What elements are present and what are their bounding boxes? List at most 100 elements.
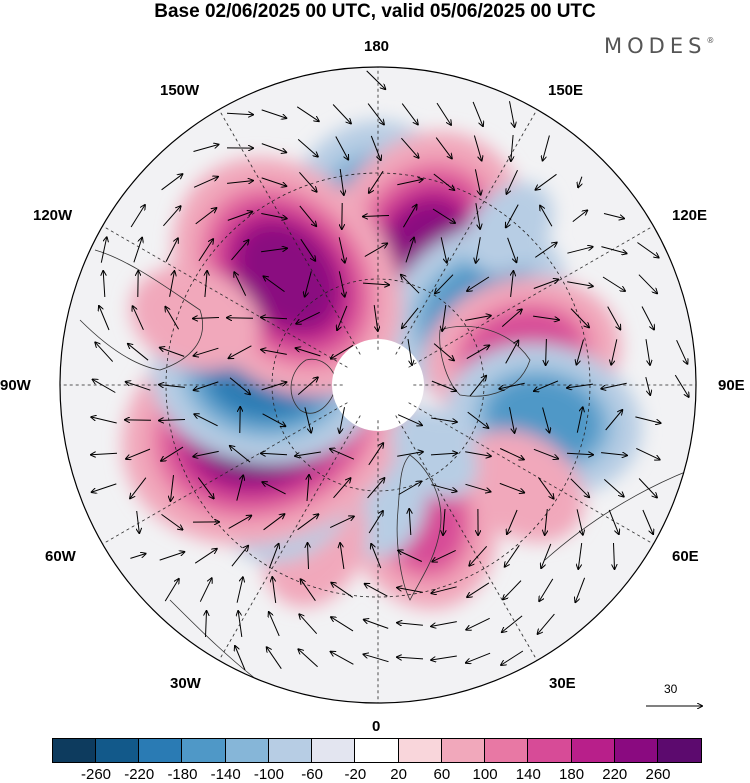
wind-arrow <box>133 238 142 263</box>
wind-arrow <box>238 611 243 637</box>
wind-arrow <box>433 343 454 361</box>
wind-arrow <box>603 479 623 496</box>
wind-arrow <box>304 407 311 432</box>
wind-arrow <box>299 171 316 191</box>
lon-label-90w: 90W <box>0 377 31 394</box>
wind-arrow <box>507 237 517 262</box>
wind-arrow <box>235 646 246 671</box>
wind-arrow <box>507 509 518 534</box>
wind-arrow <box>340 543 345 569</box>
wind-arrow <box>130 477 147 499</box>
registered-mark: ® <box>706 36 715 45</box>
wind-arrow <box>539 578 554 601</box>
wind-arrow <box>602 276 625 291</box>
wind-arrow <box>331 344 354 358</box>
wind-arrow <box>261 382 287 391</box>
meridian-line <box>395 109 538 355</box>
wind-arrow <box>543 135 550 161</box>
colorbar-swatch <box>312 738 356 762</box>
wind-arrow <box>194 381 219 390</box>
wind-arrow <box>194 549 217 564</box>
wind-arrow <box>540 206 553 227</box>
lon-label-120e: 120E <box>672 207 708 224</box>
wind-arrow <box>509 101 515 127</box>
wind-arrow <box>130 554 145 559</box>
wind-arrow <box>261 248 287 253</box>
wind-arrow <box>505 341 519 364</box>
brand-text: MODES <box>604 34 707 58</box>
wind-arrow <box>608 509 619 534</box>
wind-arrow <box>533 280 558 289</box>
wind-arrow <box>298 649 318 668</box>
lon-label-60e: 60E <box>672 548 699 565</box>
lon-label-0: 0 <box>372 718 381 735</box>
wind-arrow <box>409 509 411 536</box>
wind-arrow <box>545 509 548 535</box>
meridian-line <box>218 415 361 661</box>
colorbar-swatch <box>225 738 269 762</box>
wind-arrow <box>262 482 286 495</box>
wind-arrow <box>229 377 250 395</box>
wind-arrow <box>467 582 490 597</box>
wind-arrow <box>443 508 445 535</box>
wind-arrow <box>505 545 520 566</box>
colorbar-swatch <box>614 738 658 762</box>
wind-arrow <box>261 143 286 153</box>
colorbar-swatch <box>441 738 486 762</box>
colorbar-swatch <box>398 738 442 762</box>
wind-arrow <box>171 475 174 501</box>
wind-arrow <box>367 103 384 125</box>
colorbar-swatch <box>96 738 140 762</box>
wind-arrow <box>329 516 354 529</box>
wind-arrow <box>431 655 457 660</box>
wind-arrow <box>511 134 513 161</box>
wind-arrow <box>533 315 559 320</box>
wind-arrow <box>230 446 251 463</box>
wind-arrow <box>435 137 452 159</box>
wind-arrow <box>338 271 344 296</box>
wind-arrow <box>227 212 252 221</box>
wind-arrow <box>578 176 582 188</box>
wind-arrow <box>159 420 186 421</box>
wind-arrow <box>611 339 618 364</box>
wind-arrow <box>466 652 491 663</box>
wind-arrow <box>159 385 185 388</box>
wind-arrow <box>638 478 657 498</box>
wind-arrow <box>398 482 421 495</box>
wind-arrow <box>637 242 658 258</box>
wind-arrow <box>165 307 180 330</box>
wind-arrow <box>194 347 219 356</box>
modes-logo: MODES® <box>604 34 714 58</box>
wind-arrow <box>305 271 312 296</box>
wind-arrow <box>126 448 151 459</box>
wind-arrow <box>297 514 319 531</box>
wind-arrow <box>193 145 219 152</box>
wind-arrow <box>567 383 593 388</box>
wind-arrow <box>296 311 320 323</box>
wind-arrow <box>638 274 657 294</box>
meridian-line <box>395 415 538 661</box>
wind-arrow <box>442 305 447 331</box>
anomaly-field <box>122 120 642 610</box>
colorbar-tick-label: -20 <box>344 766 367 783</box>
wind-arrow <box>195 208 217 225</box>
wind-arrow <box>307 475 309 502</box>
wind-arrow <box>570 478 589 497</box>
wind-arrow <box>272 577 277 603</box>
wind-arrow <box>538 613 555 634</box>
wind-arrow <box>169 271 175 297</box>
meridian-line <box>102 402 348 545</box>
wind-arrow <box>130 205 145 228</box>
wind-arrow <box>502 615 523 632</box>
wind-arrow <box>397 623 423 626</box>
wind-arrow <box>267 647 282 669</box>
wind-arrow <box>159 552 185 561</box>
wind-arrow <box>227 318 254 319</box>
colorbar-swatch <box>528 738 572 762</box>
wind-arrow <box>432 208 455 223</box>
colorbar-tick-label: 60 <box>433 766 451 783</box>
colorbar-tick-label: 140 <box>515 766 541 783</box>
lon-label-30w: 30W <box>170 675 201 692</box>
wind-arrow <box>137 510 140 533</box>
colorbar-swatch <box>571 738 615 762</box>
